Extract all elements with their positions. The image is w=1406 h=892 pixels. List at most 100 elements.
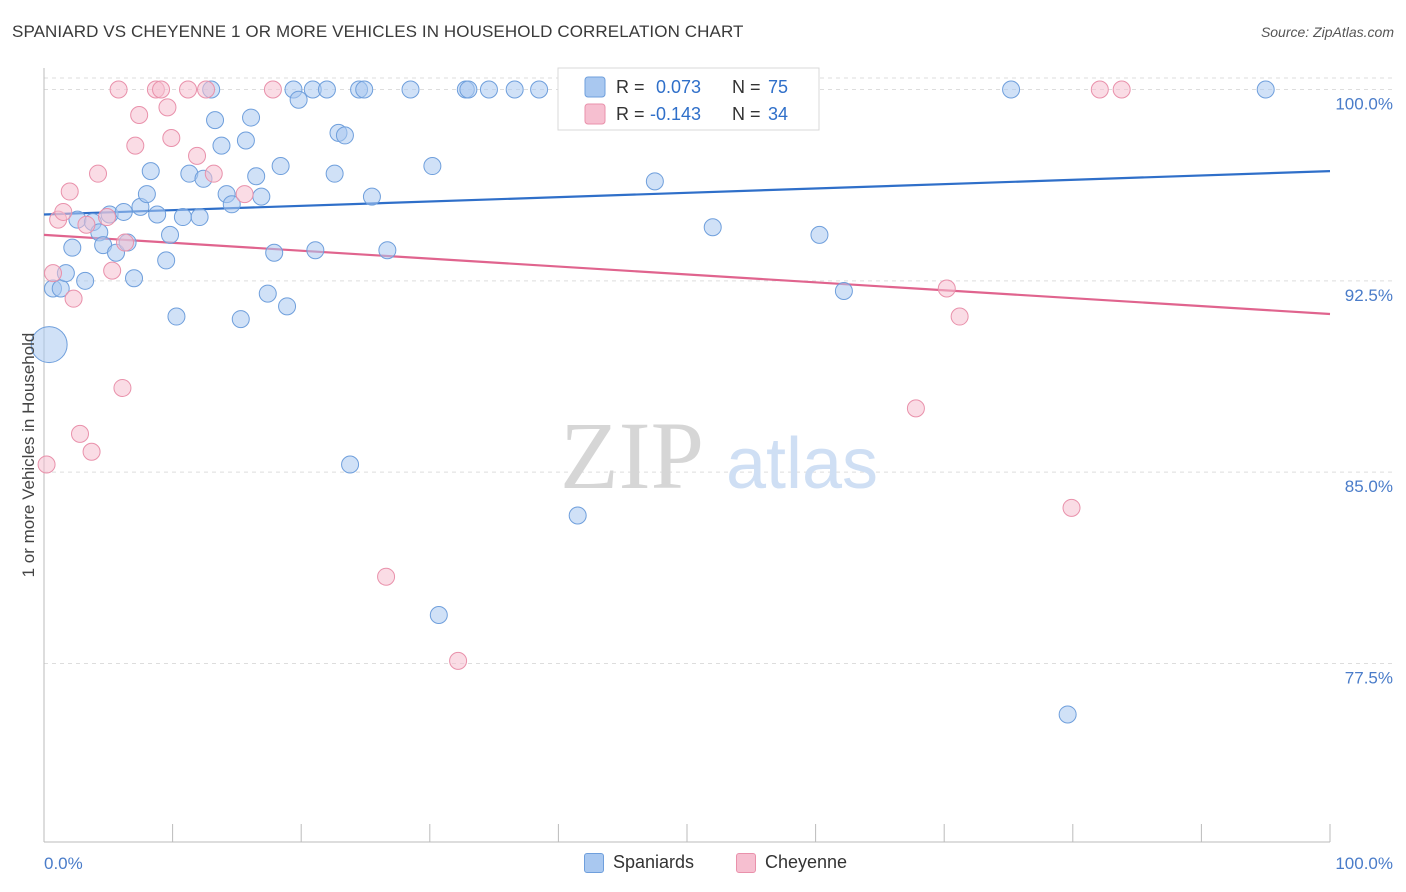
spaniards-point xyxy=(252,187,271,206)
cheyenne-point xyxy=(197,80,216,99)
cheyenne-point xyxy=(162,128,181,147)
cheyenne-point xyxy=(263,80,282,99)
spaniards-point xyxy=(289,90,308,109)
chart-title: SPANIARD VS CHEYENNE 1 OR MORE VEHICLES … xyxy=(12,22,744,41)
cheyenne-point xyxy=(54,202,73,221)
trend-lines xyxy=(43,170,1331,316)
spaniards-point xyxy=(125,269,144,288)
cheyenne-swatch xyxy=(736,852,756,873)
spaniards-point xyxy=(231,310,250,329)
cheyenne-point xyxy=(89,164,108,183)
cheyenne-point xyxy=(906,399,925,418)
spaniards-point xyxy=(401,80,420,99)
legend-n-value-1: 75 xyxy=(768,77,788,97)
legend-r-label-1: R = xyxy=(616,77,645,97)
cheyenne-point xyxy=(188,146,207,165)
spaniards-point xyxy=(148,205,167,224)
legend-label-spaniards: Spaniards xyxy=(613,852,695,872)
spaniards-point xyxy=(325,164,344,183)
spaniards-point xyxy=(378,241,397,260)
spaniards-point xyxy=(258,284,277,303)
y-tick-label: 85.0% xyxy=(1345,477,1393,496)
watermark-atlas: atlas xyxy=(726,424,878,504)
source-label: Source: ZipAtlas.com xyxy=(1260,24,1394,40)
spaniards-point xyxy=(242,108,261,127)
cheyenne-point xyxy=(179,80,198,99)
spaniards-point xyxy=(1058,705,1077,724)
spaniards-point xyxy=(222,195,241,214)
legend-r-value-2: -0.143 xyxy=(650,104,701,124)
spaniards-point xyxy=(212,136,231,155)
cheyenne-trend-line xyxy=(43,233,1331,316)
y-tick-label: 77.5% xyxy=(1345,668,1393,687)
spaniards-point xyxy=(479,80,498,99)
cheyenne-point xyxy=(126,136,145,155)
cheyenne-point xyxy=(204,164,223,183)
x-tick-labels: 0.0% 100.0% xyxy=(44,854,1393,873)
spaniards-point xyxy=(265,243,284,262)
spaniards-trend-line xyxy=(43,170,1331,216)
cheyenne-point xyxy=(937,279,956,298)
spaniards-point xyxy=(167,307,186,326)
spaniards-point xyxy=(76,271,95,290)
spaniards-point xyxy=(141,162,160,181)
spaniards-point xyxy=(834,282,853,301)
y-tick-labels: 100.0% 92.5% 85.0% 77.5% xyxy=(1335,95,1393,688)
cheyenne-point xyxy=(377,567,396,586)
spaniards-point xyxy=(271,157,290,176)
spaniards-swatch xyxy=(584,852,604,873)
cheyenne-point xyxy=(158,98,177,117)
legend-r-value-1: 0.073 xyxy=(656,77,701,97)
legend-item-spaniards[interactable]: Spaniards xyxy=(584,852,694,873)
spaniards-point xyxy=(1002,80,1021,99)
spaniards-point xyxy=(190,208,209,227)
spaniards-point xyxy=(530,80,549,99)
legend-n-label-1: N = xyxy=(732,77,761,97)
spaniards-point xyxy=(157,251,176,270)
spaniards-point xyxy=(206,111,225,130)
cheyenne-point xyxy=(152,80,171,99)
y-axis-label: 1 or more Vehicles in Household xyxy=(19,333,38,578)
cheyenne-point xyxy=(71,424,90,443)
axes xyxy=(43,68,1331,843)
legend-label-cheyenne: Cheyenne xyxy=(765,852,848,872)
legend-item-cheyenne[interactable]: Cheyenne xyxy=(736,852,847,873)
spaniards-point xyxy=(810,225,829,244)
cheyenne-point xyxy=(103,261,122,280)
cheyenne-point xyxy=(130,106,149,125)
spaniards-point xyxy=(114,202,133,221)
cheyenne-point xyxy=(64,289,83,308)
spaniards-point xyxy=(335,126,354,145)
cheyenne-point xyxy=(1112,80,1131,99)
spaniards-point xyxy=(429,605,448,624)
spaniards-point xyxy=(1256,80,1275,99)
spaniards-point xyxy=(317,80,336,99)
spaniards-point xyxy=(703,218,722,237)
spaniards-point xyxy=(341,455,360,474)
spaniards-point xyxy=(568,506,587,525)
cheyenne-point xyxy=(950,307,969,326)
watermark: ZIP atlas xyxy=(560,402,878,509)
spaniards-point xyxy=(459,80,478,99)
cheyenne-point xyxy=(1090,80,1109,99)
spaniards-point xyxy=(362,187,381,206)
cheyenne-point xyxy=(113,378,132,397)
cheyenne-point xyxy=(37,455,56,474)
y-tick-label: 92.5% xyxy=(1345,286,1393,305)
gridlines xyxy=(44,77,1394,664)
cheyenne-point xyxy=(77,215,96,234)
spaniards-point xyxy=(423,157,442,176)
legend-swatch-spaniards xyxy=(584,76,606,98)
cheyenne-point xyxy=(98,208,117,227)
spaniards-point xyxy=(236,131,255,150)
spaniards-point xyxy=(505,80,524,99)
cheyenne-point xyxy=(235,185,254,204)
legend-n-label-2: N = xyxy=(732,104,761,124)
spaniards-point xyxy=(278,297,297,316)
spaniards-point xyxy=(30,326,68,364)
spaniards-point xyxy=(137,185,156,204)
stats-legend: R = 0.073 N = 75 R = -0.143 N = 34 xyxy=(557,67,820,131)
spaniards-point xyxy=(355,80,374,99)
cheyenne-point xyxy=(449,651,468,670)
